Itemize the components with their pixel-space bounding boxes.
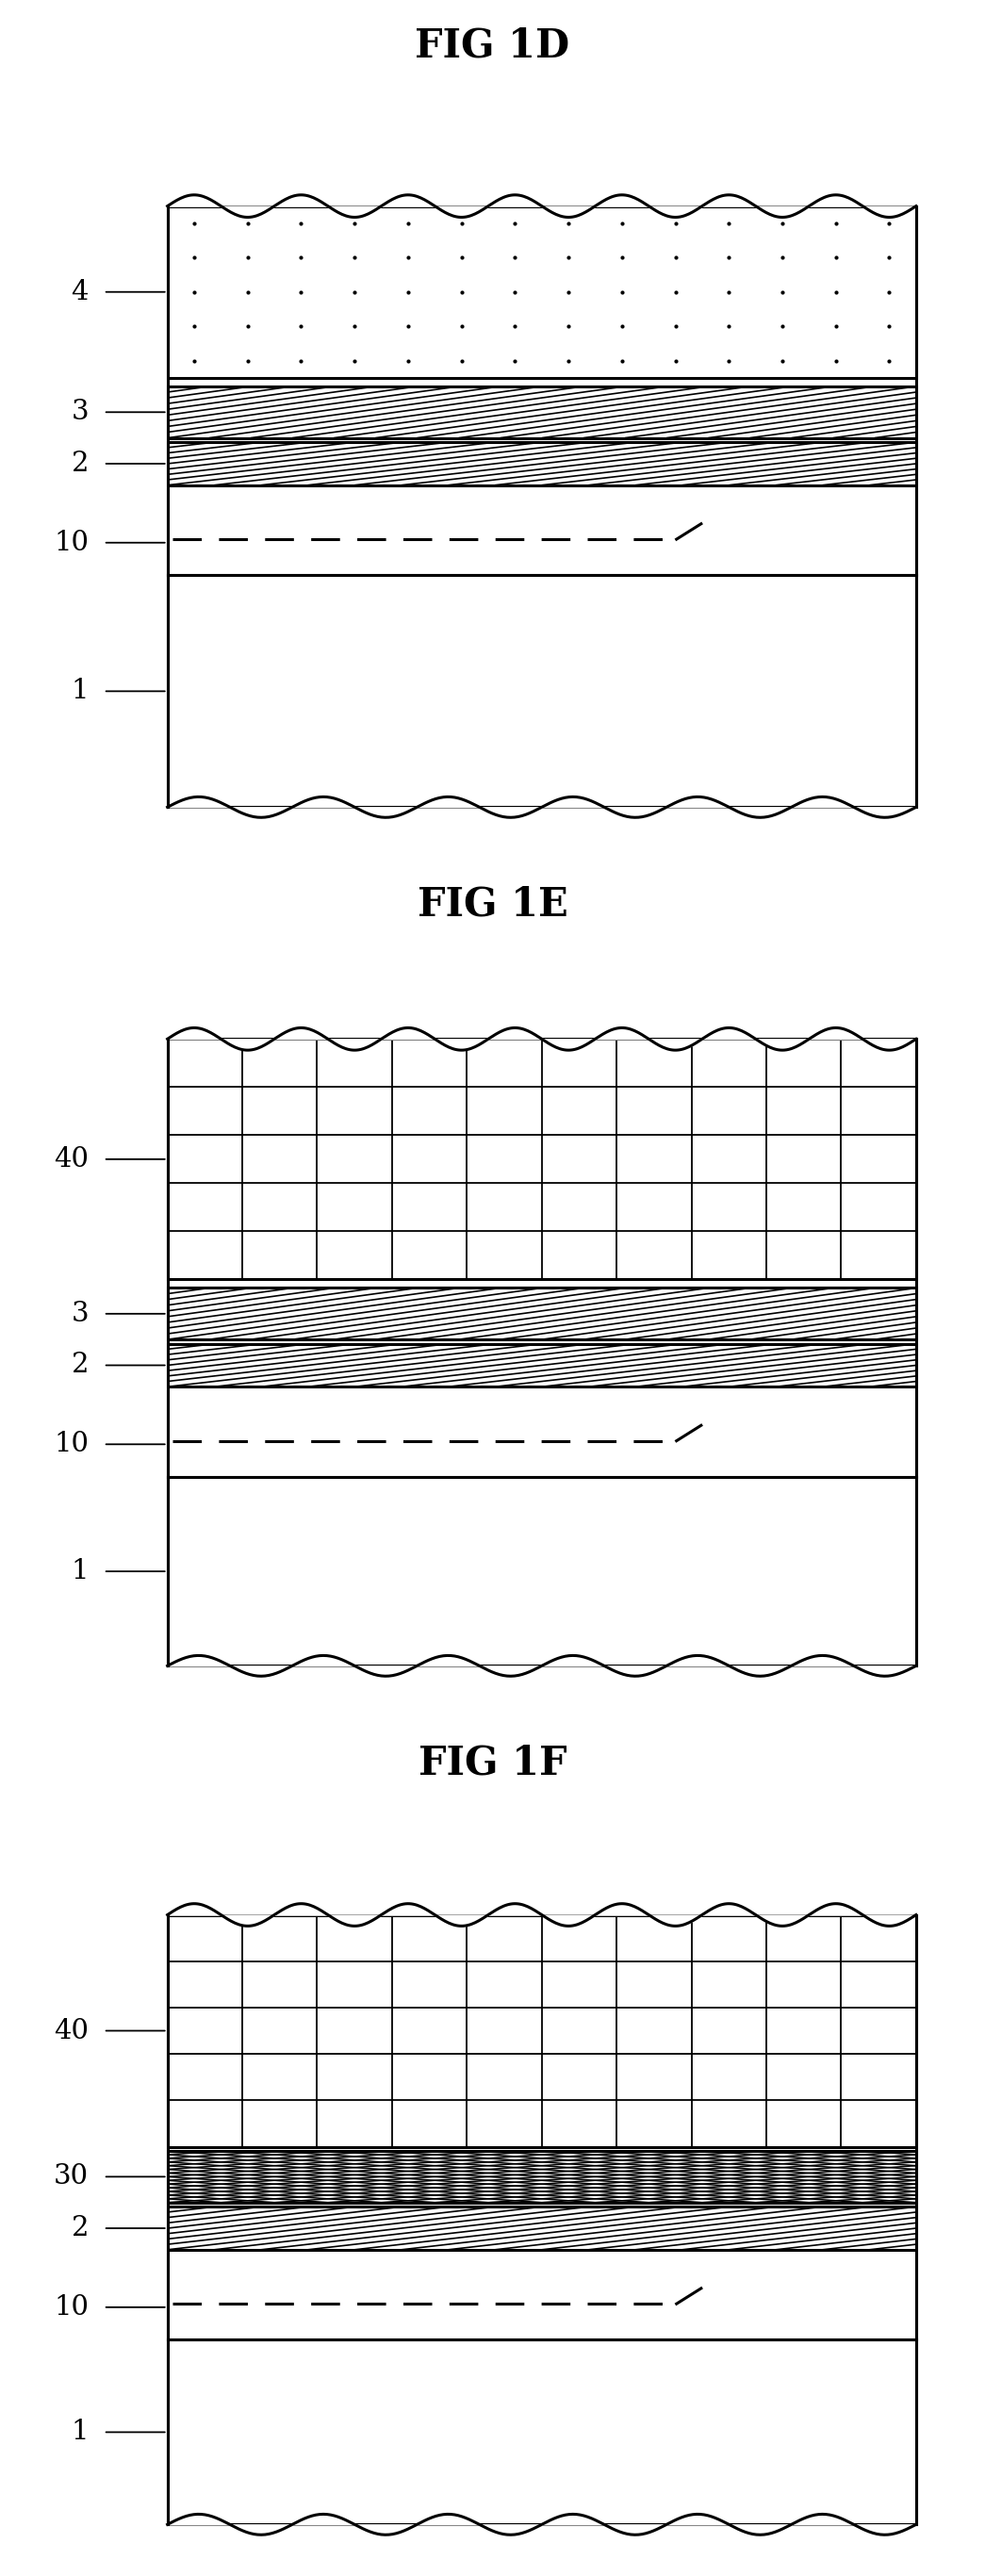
Text: 3: 3 [71,399,89,425]
Bar [167,443,916,484]
Bar [167,206,916,379]
Bar [167,574,916,806]
Text: 40: 40 [54,1146,89,1172]
Bar [167,1288,916,1340]
Bar [167,1288,916,1340]
Bar [167,386,916,438]
Bar [167,1476,916,1667]
Bar [167,1038,916,1280]
Bar [167,2151,916,2202]
Text: 2: 2 [71,451,89,477]
Text: 2: 2 [71,2215,89,2241]
Bar [167,489,916,574]
Bar [167,2254,916,2339]
Text: FIG 1F: FIG 1F [419,1744,566,1783]
Bar [167,1038,916,1280]
Text: 1: 1 [71,1558,89,1584]
Bar [167,2339,916,2524]
Text: 10: 10 [54,531,89,556]
Bar [167,574,916,806]
Bar [167,2151,916,2202]
Bar [167,443,916,484]
Text: 30: 30 [53,2164,89,2190]
Bar [167,2208,916,2249]
Text: 1: 1 [71,2419,89,2445]
Text: 4: 4 [71,278,89,304]
Bar [167,1391,916,1476]
Text: FIG 1D: FIG 1D [415,26,570,64]
Text: 10: 10 [54,1432,89,1458]
Bar [167,1914,916,2146]
Text: 3: 3 [71,1301,89,1327]
Bar [167,1345,916,1386]
Bar [167,2339,916,2524]
Bar [167,2208,916,2249]
Text: 10: 10 [54,2295,89,2321]
Bar [167,1345,916,1386]
Bar [167,1476,916,1667]
Bar [167,1914,916,2146]
Text: FIG 1E: FIG 1E [418,884,567,925]
Text: 2: 2 [71,1352,89,1378]
Text: 1: 1 [71,677,89,703]
Bar [167,386,916,438]
Text: 40: 40 [54,2017,89,2043]
Bar [167,206,916,379]
